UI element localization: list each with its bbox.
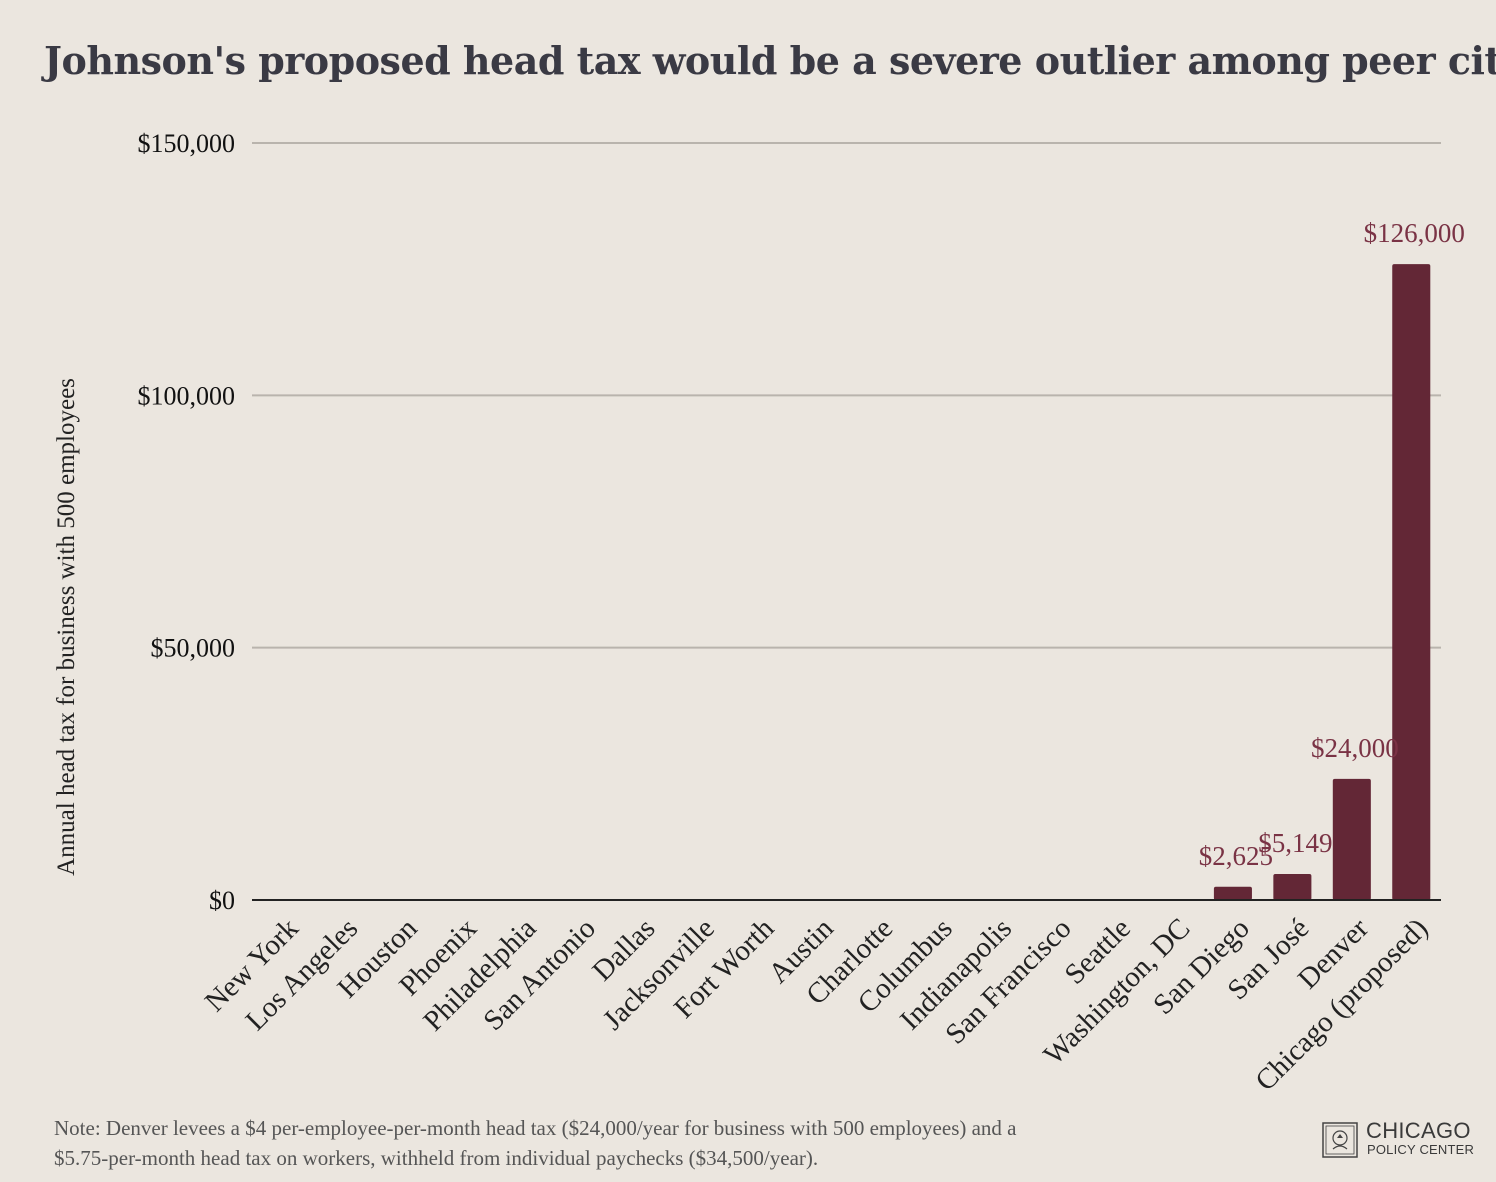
footnote: Note: Denver levees a $4 per-employee-pe… [54,1113,1164,1173]
bar [1273,874,1312,900]
brand-name: CHICAGO [1366,1118,1471,1143]
footnote-line-2: $5.75-per-month head tax on workers, wit… [54,1146,819,1170]
bar [1213,886,1252,900]
data-label: $2,625 [1199,841,1273,871]
bar [1392,264,1431,900]
y-tick-label: $0 [209,886,235,915]
chicago-seal-icon [1322,1122,1358,1158]
brand-subtitle: POLICY CENTER [1367,1142,1475,1157]
footnote-line-1: Note: Denver levees a $4 per-employee-pe… [54,1116,1017,1140]
data-label: $5,149 [1258,828,1332,858]
chart-title: Johnson's proposed head tax would be a s… [44,38,1496,83]
y-axis-label: Annual head tax for business with 500 em… [53,378,80,876]
y-tick-label: $150,000 [138,129,236,158]
data-label: $126,000 [1364,218,1465,248]
data-label: $24,000 [1311,733,1399,763]
y-tick-label: $50,000 [151,634,236,663]
y-tick-label: $100,000 [138,381,236,410]
bar [1332,778,1371,900]
